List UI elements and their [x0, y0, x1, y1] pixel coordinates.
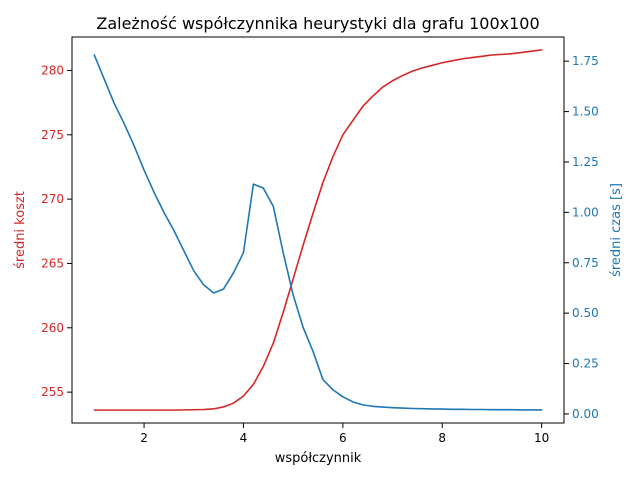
y-right-tick-label: 0.75 [572, 256, 599, 270]
y-axis-left-label: średni koszt [13, 191, 28, 269]
y-axis-right-label: średni czas [s] [609, 183, 624, 277]
x-tick-label: 2 [140, 431, 148, 445]
y-right-tick-label: 1.25 [572, 155, 599, 169]
y-right-tick-label: 0.00 [572, 407, 599, 421]
y-right-tick-label: 1.00 [572, 205, 599, 219]
x-tick-label: 4 [240, 431, 248, 445]
series-layer [93, 49, 543, 411]
y-axis-right: 0.00 0.25 0.50 0.75 1.00 1.25 1.50 1.75 [564, 54, 599, 421]
y-left-tick-label: 270 [41, 192, 64, 206]
plot-frame [71, 36, 565, 424]
y-right-tick-label: 0.25 [572, 357, 599, 371]
x-tick-label: 8 [438, 431, 446, 445]
series-line-koszt [93, 49, 543, 411]
y-left-tick-label: 265 [41, 256, 64, 270]
y-left-tick-label: 280 [41, 63, 64, 77]
y-right-tick-label: 0.50 [572, 306, 599, 320]
chart-title: Zależność współczynnika heurystyki dla g… [96, 14, 539, 33]
x-tick-label: 6 [339, 431, 347, 445]
y-left-tick-label: 260 [41, 321, 64, 335]
y-right-tick-label: 1.75 [572, 54, 599, 68]
x-tick-label: 10 [534, 431, 549, 445]
y-right-tick-label: 1.50 [572, 105, 599, 119]
y-left-tick-label: 255 [41, 385, 64, 399]
series-line-czas [93, 54, 543, 411]
x-axis-label: współczynnik [275, 451, 362, 466]
x-axis: 2 4 6 8 10 [140, 423, 549, 445]
y-axis-left: 255 260 265 270 275 280 [41, 63, 72, 399]
y-left-tick-label: 275 [41, 128, 64, 142]
